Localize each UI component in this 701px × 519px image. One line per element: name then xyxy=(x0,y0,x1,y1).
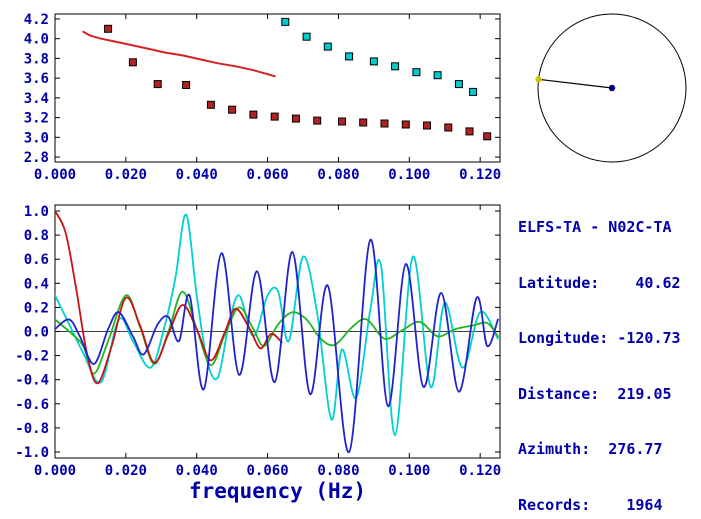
waveforms-plot-area xyxy=(55,210,500,453)
waveforms-plot: 0.000 0.020 0.040 0.060 0.080 0.100 0.120 1.0 0.… xyxy=(15,204,501,479)
dispersion-xtick-label: 0.060 xyxy=(247,167,289,183)
waveforms-ytick-label: -0.4 xyxy=(15,373,49,389)
dispersion-picks-cyan-point xyxy=(281,17,290,26)
waveforms-ytick-label: -1.0 xyxy=(15,445,49,461)
dispersion-ytick-label: 3.6 xyxy=(24,71,49,87)
station-pair-title: ELFS-TA - N02C-TA xyxy=(518,218,672,236)
waveforms-ytick-label: -0.6 xyxy=(15,397,49,413)
dispersion-picks-red-point xyxy=(483,132,492,141)
azimuth-endpoint-dot xyxy=(535,76,542,83)
waveforms-ytick-label: 0.0 xyxy=(24,325,49,341)
dispersion-ytick-label: 3.4 xyxy=(24,91,49,107)
dispersion-xtick-label: 0.040 xyxy=(176,167,218,183)
dispersion-frame xyxy=(54,13,501,163)
frequency-axis-title: frequency (Hz) xyxy=(188,479,366,503)
dispersion-picks-red-point xyxy=(444,123,453,132)
waveforms-xtick-label: 0.020 xyxy=(105,463,147,479)
reference-dispersion-curve-trace xyxy=(82,30,276,78)
dispersion-picks-red-point xyxy=(401,120,410,129)
waveforms-xtick-label: 0.120 xyxy=(459,463,501,479)
waveforms-ytick-label: -0.2 xyxy=(15,349,49,365)
center-station-dot xyxy=(608,84,616,92)
dispersion-picks-red-point xyxy=(153,80,162,89)
dispersion-xtick-label: 0.100 xyxy=(388,167,430,183)
dispersion-picks-cyan-point xyxy=(302,32,311,41)
dispersion-picks-red-point xyxy=(313,116,322,125)
dispersion-picks-cyan-point xyxy=(469,87,478,96)
dispersion-picks-cyan-point xyxy=(323,42,332,51)
waveforms-xtick-label: 0.100 xyxy=(388,463,430,479)
dispersion-picks-red-point xyxy=(206,100,215,109)
dispersion-picks-red-point xyxy=(359,118,368,127)
waveforms-ytick-label: 0.2 xyxy=(24,300,49,316)
dispersion-picks-red-point xyxy=(128,58,137,67)
reference-dispersion-curve xyxy=(82,30,276,78)
waveforms-xtick-label: 0.040 xyxy=(176,463,218,479)
dispersion-picks-cyan-point xyxy=(433,71,442,80)
waveforms-ytick-label: 0.4 xyxy=(24,276,49,292)
dispersion-picks-red-point xyxy=(338,117,346,126)
waveform-cyan-trace xyxy=(55,213,499,437)
dispersion-picks-cyan-point xyxy=(345,52,354,61)
waveforms-ytick-label: 1.0 xyxy=(24,204,49,220)
dispersion-picks-cyan-point xyxy=(412,68,421,77)
dispersion-ytick-label: 3.8 xyxy=(24,51,49,67)
dispersion-picks-red-point xyxy=(270,112,279,121)
azimuth-line-label: Azimuth: 276.77 xyxy=(518,440,663,458)
dispersion-picks-cyan xyxy=(281,17,478,96)
station-info-panel: ELFS-TA - N02C-TA Latitude: 40.62 Longit… xyxy=(518,181,681,519)
distance-line: Distance: 219.05 xyxy=(518,384,672,403)
dispersion-ytick-label: 4.0 xyxy=(24,32,49,48)
records-line: Records: 1964 xyxy=(518,495,663,514)
waveforms-xtick-label: 0.080 xyxy=(317,463,359,479)
dispersion-picks-red-point xyxy=(249,110,258,119)
dispersion-picks-red-point xyxy=(423,121,431,130)
azimuth-direction-line xyxy=(538,78,613,89)
great-circle-outline xyxy=(537,13,687,163)
latitude-line: Latitude: 40.62 xyxy=(518,273,681,292)
azimuth-circle-panel xyxy=(535,13,687,163)
dispersion-xtick-label: 0.120 xyxy=(459,167,501,183)
dispersion-ytick-label: 2.8 xyxy=(24,150,49,166)
dispersion-picks-red xyxy=(104,24,492,141)
waveform-green-trace xyxy=(55,290,499,375)
dispersion-picks-red-point xyxy=(104,24,113,33)
dispersion-picks-cyan-point xyxy=(391,62,400,71)
waveforms-xtick-label: 0.000 xyxy=(34,463,76,479)
dispersion-ytick-label: 3.0 xyxy=(24,130,49,146)
dispersion-plot: 0.000 0.020 0.040 0.060 0.080 0.100 0.120 2.8 3.… xyxy=(24,12,502,183)
waveform-blue-trace xyxy=(55,238,499,453)
dispersion-xtick-label: 0.000 xyxy=(34,167,76,183)
dispersion-picks-red-point xyxy=(380,119,389,128)
waveform-blue xyxy=(55,238,499,453)
longitude-line: Longitude: -120.73 xyxy=(518,329,681,347)
waveform-cyan xyxy=(55,213,499,437)
waveform-green xyxy=(55,290,499,375)
dispersion-picks-red-point xyxy=(228,105,237,114)
waveforms-xtick-label: 0.060 xyxy=(247,463,289,479)
waveforms-ytick-label: 0.6 xyxy=(24,252,49,268)
dispersion-xtick-label: 0.080 xyxy=(317,167,359,183)
dispersion-picks-red-point xyxy=(291,114,300,123)
dispersion-xtick-label: 0.020 xyxy=(105,167,147,183)
dispersion-ytick-label: 3.2 xyxy=(24,111,49,127)
dispersion-picks-red-point xyxy=(465,127,474,136)
dispersion-ytick-label: 4.2 xyxy=(24,12,49,28)
dispersion-plot-area xyxy=(82,17,492,141)
waveforms-ytick-label: -0.8 xyxy=(15,421,49,437)
waveforms-ytick-label: 0.8 xyxy=(24,228,49,244)
dispersion-picks-cyan-point xyxy=(369,57,378,66)
dispersion-picks-cyan-point xyxy=(454,80,463,89)
dispersion-picks-red-point xyxy=(182,81,191,89)
